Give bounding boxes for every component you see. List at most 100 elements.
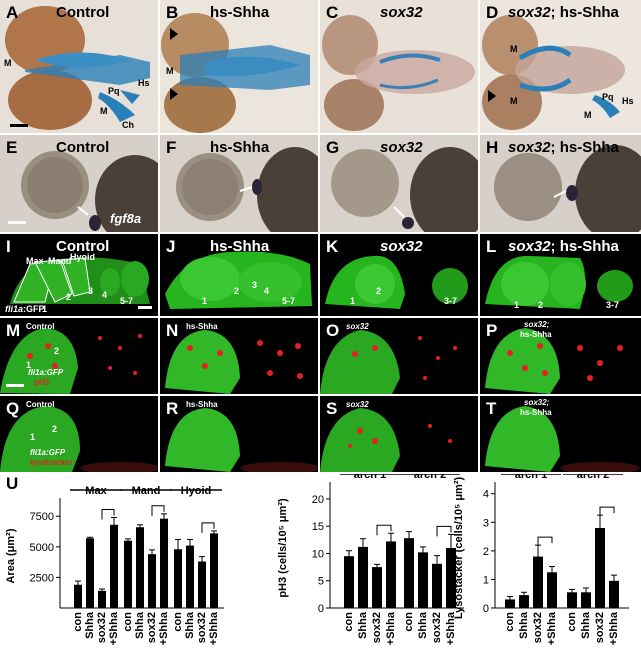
bar — [372, 567, 382, 608]
category-label: sox32 +Shha — [385, 611, 397, 648]
significance-bracket — [376, 524, 392, 536]
label-m: M — [510, 96, 518, 106]
panel-title: Control — [26, 322, 55, 331]
panel-title: sox32 — [380, 238, 423, 255]
label-3-7: 3-7 — [606, 300, 620, 310]
label-2: 2 — [54, 346, 60, 356]
panel-title-b: hs-Shha — [520, 330, 552, 339]
panel-a-image — [5, 6, 150, 130]
panel-title-rest: ; hs-Shha — [550, 4, 619, 21]
label-2: 2 — [52, 424, 58, 434]
category-label: sox32 — [196, 612, 208, 643]
panel-title-a: sox32; — [524, 398, 550, 407]
category-label: Shha — [357, 611, 369, 639]
bar — [404, 538, 414, 608]
category-label: sox32 — [96, 612, 108, 643]
label-m: M — [510, 44, 518, 54]
group-label: arch 2 — [414, 474, 446, 481]
label-1: 1 — [26, 360, 32, 370]
panel-letter: R — [166, 399, 179, 418]
panel-g: G sox32 — [320, 135, 478, 232]
category-label: Shha — [184, 611, 196, 639]
reporter-label: fli1a:GFP — [28, 368, 64, 377]
panel-h-image — [494, 145, 641, 232]
panel-letter: J — [166, 237, 176, 256]
y-axis-label: Lysostacker (cells/10⁵ μm²) — [453, 477, 465, 620]
bar — [505, 599, 515, 608]
label-m-small: M — [100, 106, 108, 116]
panel-k-image — [325, 255, 468, 309]
panel-letter: D — [486, 3, 499, 22]
group-label: Max — [85, 485, 107, 497]
marker-label: pH3 — [34, 378, 50, 387]
label-m: M — [4, 58, 12, 68]
bar — [110, 524, 118, 608]
category-label: sox32 — [431, 612, 443, 643]
panel-letter: L — [486, 237, 497, 256]
panel-letter: S — [326, 399, 338, 418]
panel-letter: B — [166, 3, 179, 22]
panel-p: P sox32; hs-Shha — [480, 318, 641, 394]
category-label: sox32 +Shha — [608, 611, 620, 648]
group-label: arch 2 — [577, 474, 609, 481]
label-hs: Hs — [138, 78, 150, 88]
panel-l: L sox32; hs-Shha 1 2 3-7 — [480, 234, 641, 316]
panel-t: T sox32; hs-Shha — [480, 396, 641, 472]
panel-letter: A — [6, 3, 19, 22]
group-label: arch 1 — [515, 474, 547, 481]
reporter-rest: :GFP — [23, 304, 45, 314]
y-tick-label: 10 — [312, 548, 324, 560]
label-3: 3 — [252, 280, 258, 290]
label-4: 4 — [264, 286, 270, 296]
bar — [198, 561, 206, 608]
significance-bracket — [151, 505, 165, 516]
panel-letter: P — [486, 321, 498, 340]
significance-bracket — [201, 522, 215, 533]
y-tick-label: 3 — [483, 517, 489, 529]
y-axis-label: Area (μm²) — [5, 528, 17, 583]
group-label: Hyoid — [181, 485, 212, 497]
panel-title: Control — [56, 238, 110, 255]
category-label: Shha — [417, 611, 429, 639]
bar — [581, 592, 591, 608]
reporter-label: fli1a:GFP — [30, 448, 66, 457]
reporter-italic: fli1a — [5, 304, 24, 314]
panel-p-image — [485, 328, 623, 394]
panel-k: K sox32 1 2 3-7 — [320, 234, 478, 316]
panel-title: Control — [26, 400, 55, 409]
panel-title-italic: sox32 — [508, 139, 551, 156]
panel-title: sox32 — [346, 322, 369, 331]
bar — [519, 595, 529, 608]
gene-label: fgf8a — [110, 211, 142, 226]
panel-s: S sox32 — [320, 396, 478, 472]
category-label: con — [172, 612, 184, 632]
panel-c: C sox32 — [320, 0, 478, 133]
panel-title-rest: ; hs-Shha — [550, 238, 619, 255]
panel-m-image — [0, 328, 142, 394]
panel-title: sox32 — [346, 400, 369, 409]
panel-title-a: sox32; — [524, 320, 550, 329]
group-label: Mand — [132, 485, 161, 497]
marker-label: lysotracker — [30, 458, 73, 467]
bar — [98, 590, 106, 608]
y-tick-label: 2500 — [30, 572, 54, 584]
reporter-label: fli1a:GFP — [5, 304, 45, 314]
y-tick-label: 4 — [483, 489, 489, 501]
y-tick-label: 0 — [483, 603, 489, 615]
panel-e-image — [8, 151, 158, 232]
category-label: sox32 +Shha — [158, 611, 170, 648]
category-label: Shha — [580, 611, 592, 639]
label-2: 2 — [234, 286, 240, 296]
label-5-7: 5-7 — [282, 296, 296, 306]
bar — [124, 540, 132, 608]
panel-letter: T — [486, 399, 497, 418]
category-label: con — [403, 612, 415, 632]
panel-q: Q Control 1 2 fli1a:GFP lysotracker — [0, 396, 158, 472]
y-tick-label: 5000 — [30, 542, 54, 554]
panel-title-rest: ; hs-Shha — [550, 139, 619, 156]
category-label: con — [72, 612, 84, 632]
panel-d: D sox32; hs-Shha M M Pq Hs M — [480, 0, 641, 133]
panel-letter: Q — [6, 399, 20, 418]
panel-n: N hs-Shha — [160, 318, 318, 394]
bar — [547, 572, 557, 608]
